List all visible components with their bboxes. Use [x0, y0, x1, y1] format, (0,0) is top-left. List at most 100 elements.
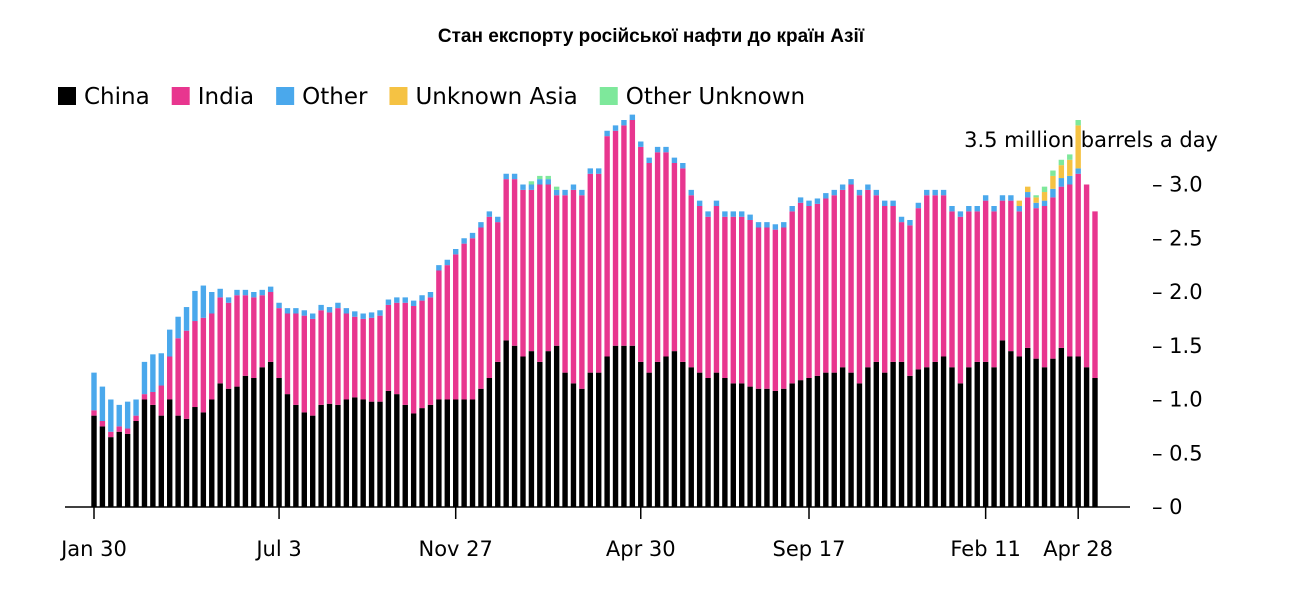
bar-stack [461, 238, 467, 507]
bar-segment-other [570, 184, 577, 190]
bar-segment-india [259, 295, 265, 368]
bar-segment-other [1067, 175, 1073, 185]
bar-segment-india [713, 206, 720, 373]
bar-stack [797, 197, 804, 507]
bar-segment-other [621, 120, 627, 126]
bar-segment-other [890, 200, 896, 207]
bar-segment-india [453, 254, 459, 400]
bar-segment-other [503, 173, 509, 180]
bar-segment-india [865, 189, 871, 368]
bar-stack [284, 308, 291, 508]
bar-segment-other [772, 224, 779, 230]
bar-segment-india [915, 208, 922, 370]
bar-segment-india [596, 173, 602, 373]
bar-segment-other [175, 316, 181, 339]
bar-segment-china [553, 345, 560, 507]
bar-segment-other [511, 173, 518, 180]
bar-segment-china [966, 367, 972, 507]
bar-segment-india [680, 168, 686, 362]
bar-segment-india [410, 305, 417, 414]
bar-segment-india [267, 292, 274, 362]
bar-segment-china [663, 356, 669, 507]
bar-stack [183, 307, 190, 507]
bar-segment-india [907, 225, 913, 376]
bar-segment-unknown-asia [1016, 200, 1022, 207]
bar-stack [604, 130, 610, 507]
bar-segment-china [629, 345, 636, 507]
y-tick-label: – 3.0 [1152, 173, 1203, 197]
bar-segment-other [1041, 200, 1048, 207]
bar-segment-china [293, 404, 299, 508]
bar-stack [856, 189, 863, 507]
bar-segment-other [696, 200, 703, 207]
bar-stack [301, 310, 307, 507]
bar-segment-india [251, 297, 257, 379]
bar-segment-other [991, 206, 997, 212]
bar-segment-other [301, 310, 307, 316]
bar-segment-other [823, 193, 829, 199]
bar-segment-china [453, 399, 459, 507]
bar-segment-china [242, 375, 249, 507]
bar-stack [150, 354, 156, 508]
bar-segment-other [747, 214, 753, 220]
bar-stack [537, 175, 543, 508]
bar-segment-other [831, 189, 837, 196]
bar-segment-other [579, 189, 585, 196]
bar-segment-india [831, 195, 837, 373]
bar-segment-other [192, 290, 198, 322]
bar-segment-other [596, 168, 602, 174]
bar-segment-other [276, 302, 282, 309]
bar-segment-india [1033, 208, 1039, 359]
bar-segment-china [402, 404, 408, 508]
bar-segment-china [267, 361, 274, 508]
bar-stack [915, 202, 922, 507]
bar-segment-china [949, 367, 955, 507]
bar-segment-other [335, 302, 341, 309]
bar-stack [124, 401, 131, 507]
bar-segment-india [562, 195, 568, 373]
bar-stack [949, 206, 955, 507]
bar-segment-other [924, 189, 930, 196]
bar-segment-other [537, 179, 543, 185]
bar-segment-other [949, 206, 955, 212]
bar-segment-india [1058, 186, 1065, 348]
bar-stack [99, 386, 106, 508]
bar-stack [839, 184, 846, 507]
bar-segment-china [99, 426, 106, 508]
bar-segment-china [486, 378, 493, 507]
bar-segment-china [209, 399, 215, 507]
bar-segment-china [865, 367, 871, 507]
bar-segment-china [419, 408, 425, 507]
bar-stack [570, 184, 577, 507]
bar-segment-other [394, 297, 400, 303]
bar-segment-other-unknown [1033, 195, 1039, 198]
x-axis: Jan 30 Jul 3 Nov 27 Apr 30 Sep 17 Feb 11 Apr 2… [59, 507, 1113, 561]
bar-segment-china [890, 361, 896, 508]
y-tick-label: – 2.0 [1152, 280, 1203, 304]
bar-stack [823, 193, 829, 508]
bar-segment-china [898, 361, 905, 508]
bar-stack [957, 211, 964, 507]
bar-segment-china [217, 383, 223, 507]
bar-stack [806, 200, 812, 507]
bar-segment-china [646, 372, 652, 508]
bar-segment-china [276, 378, 282, 507]
bar-segment-india [116, 426, 122, 432]
bar-segment-other [739, 211, 745, 217]
bar-stack [259, 289, 265, 507]
bar-segment-india [175, 338, 181, 416]
bars [91, 114, 1098, 508]
bar-segment-india [167, 356, 173, 400]
bar-stack [940, 189, 947, 507]
bar-stack [167, 329, 173, 507]
bar-segment-other [680, 163, 686, 169]
bar-stack [394, 297, 400, 508]
bar-segment-india [444, 265, 450, 400]
bar-segment-china [856, 383, 863, 507]
bar-segment-china [234, 386, 240, 507]
bar-segment-other [124, 401, 131, 429]
bar-segment-other [133, 399, 139, 416]
bar-segment-china [831, 372, 837, 508]
bar-segment-other [453, 249, 459, 255]
bar-segment-china [671, 351, 678, 508]
